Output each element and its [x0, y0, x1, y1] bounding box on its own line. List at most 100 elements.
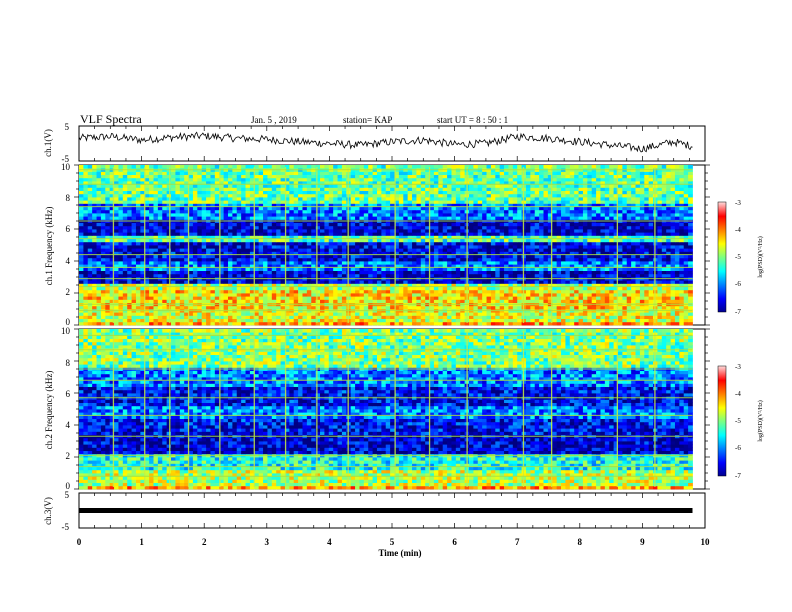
- spectrogram-cell: [249, 254, 255, 259]
- spectrogram-cell: [227, 270, 233, 275]
- spectrogram-cell: [420, 225, 426, 230]
- spectrogram-cell: [315, 280, 321, 284]
- spectrogram-cell: [477, 299, 483, 303]
- spectrogram-cell: [530, 299, 536, 303]
- spectrogram-cell: [227, 312, 233, 316]
- spectrogram-cell: [267, 293, 273, 297]
- spectrogram-cell: [390, 257, 395, 262]
- spectrogram-cell: [460, 245, 466, 249]
- spectrogram-cell: [337, 251, 343, 255]
- spectrogram-cell: [499, 286, 505, 291]
- spectrogram-cell: [236, 296, 242, 300]
- spectrogram-cell: [469, 312, 474, 316]
- spectrogram-cell: [600, 299, 606, 303]
- spectrogram-cell: [578, 305, 584, 310]
- spectrogram-cell: [298, 318, 303, 323]
- spectrogram-cell: [315, 213, 321, 217]
- spectrogram-cell: [201, 296, 207, 300]
- spectrogram-cell: [105, 229, 111, 233]
- spectrogram-cell: [381, 305, 387, 310]
- spectrogram-cell: [376, 273, 382, 278]
- spectrogram-cell: [412, 315, 417, 319]
- spectrogram-cell: [87, 254, 93, 259]
- spectrogram-cell: [617, 267, 623, 271]
- spectrogram-cell: [241, 216, 246, 220]
- spectrogram-cell: [569, 286, 575, 291]
- spectrogram-cell: [582, 225, 588, 230]
- spectrogram-cell: [114, 257, 119, 262]
- spectrogram-cell: [341, 280, 347, 284]
- spectrogram-cell: [451, 232, 457, 236]
- spectrogram-cell: [267, 251, 273, 255]
- spectrogram-cell: [661, 216, 667, 220]
- spectrogram-cell: [162, 305, 168, 310]
- spectrogram-cell: [306, 318, 312, 323]
- spectrogram-cell: [390, 222, 395, 227]
- spectrogram-cell: [407, 257, 413, 262]
- spectrogram-cell: [539, 245, 544, 249]
- spectrogram-cell: [254, 318, 260, 323]
- spectrogram-cell: [100, 267, 106, 271]
- spectrogram-cell: [534, 222, 540, 227]
- spectrogram-cell: [267, 235, 273, 239]
- spectrogram-cell: [171, 286, 176, 291]
- spectrogram-cell: [631, 261, 636, 265]
- spectrogram-cell: [490, 254, 496, 259]
- spectrogram-cell: [416, 232, 422, 236]
- spectrogram-cell: [539, 229, 544, 233]
- spectrogram-cell: [100, 213, 106, 217]
- spectrogram-cell: [613, 283, 619, 287]
- spectrogram-cell: [403, 261, 409, 265]
- spectrogram-cell: [201, 235, 207, 239]
- spectrogram-cell: [425, 280, 430, 284]
- spectrogram-cell: [227, 245, 233, 249]
- spectrogram-cell: [333, 225, 338, 230]
- spectrogram-cell: [639, 261, 645, 265]
- spectrogram-cell: [420, 222, 426, 227]
- spectrogram-cell: [666, 280, 671, 284]
- spectrogram-cell: [683, 286, 689, 291]
- spectrogram-cell: [512, 232, 518, 236]
- spectrogram-cell: [381, 296, 387, 300]
- spectrogram-cell: [639, 251, 645, 255]
- spectrogram-cell: [337, 318, 343, 323]
- spectrogram-cell: [254, 261, 260, 265]
- spectrogram-cell: [83, 286, 89, 291]
- spectrogram-cell: [263, 251, 268, 255]
- spectrogram-cell: [131, 267, 137, 271]
- spectrogram-cell: [679, 232, 685, 236]
- spectrogram-cell: [368, 241, 373, 246]
- spectrogram-cell: [591, 318, 597, 323]
- spectrogram-cell: [166, 264, 172, 268]
- spectrogram-cell: [547, 305, 553, 310]
- spectrogram-cell: [135, 235, 141, 239]
- spectrogram-cell: [337, 235, 343, 239]
- spectrogram-cell: [254, 229, 260, 233]
- spectrogram-cell: [490, 222, 496, 227]
- spectrogram-cell: [525, 315, 531, 319]
- spectrogram-cell: [254, 312, 260, 316]
- spectrogram-cell: [355, 254, 360, 259]
- spectrogram-cell: [258, 225, 264, 230]
- spectrogram-cell: [249, 289, 255, 294]
- spectrogram-cell: [280, 280, 286, 284]
- spectrogram-cell: [455, 257, 461, 262]
- spectrogram-cell: [648, 238, 654, 243]
- spectrogram-cell: [271, 261, 277, 265]
- spectrogram-cell: [149, 315, 154, 319]
- spectrogram-cell: [473, 248, 479, 252]
- spectrogram-cell: [412, 257, 417, 262]
- spectrogram-cell: [280, 241, 286, 246]
- spectrogram-cell: [556, 245, 562, 249]
- spectrogram-cell: [596, 254, 601, 259]
- spectrogram-cell: [565, 232, 571, 236]
- spectrogram-cell: [534, 293, 540, 297]
- spectrogram-cell: [578, 216, 584, 220]
- spectrogram-cell: [276, 270, 281, 275]
- spectrogram-cell: [227, 273, 233, 278]
- spectrogram-cell: [473, 251, 479, 255]
- spectrogram-cell: [157, 213, 163, 217]
- spectrogram-cell: [263, 225, 268, 230]
- spectrogram-cell: [241, 296, 246, 300]
- spectrogram-cell: [192, 318, 198, 323]
